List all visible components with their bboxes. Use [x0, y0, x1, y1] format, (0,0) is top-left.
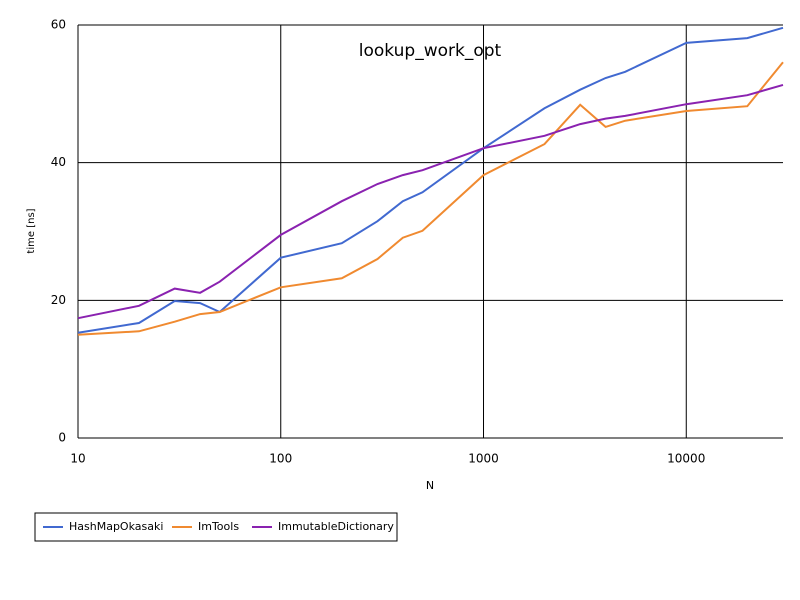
legend-label: ImmutableDictionary — [278, 520, 394, 533]
legend-box — [34, 512, 398, 542]
y-tick-label: 40 — [51, 155, 66, 169]
chart-title: lookup_work_opt — [359, 41, 502, 61]
x-tick-label: 1000 — [468, 452, 499, 466]
y-tick-label: 0 — [58, 431, 66, 445]
legend-label: HashMapOkasaki — [69, 520, 163, 533]
x-tick-label: 100 — [269, 452, 292, 466]
x-tick-label: 10000 — [667, 452, 705, 466]
series-line — [77, 61, 784, 336]
y-tick-label: 60 — [51, 18, 66, 32]
y-axis-label: time [ns] — [26, 208, 37, 253]
series-line — [77, 26, 784, 334]
x-axis-label: N — [426, 479, 434, 492]
y-tick-label: 20 — [51, 293, 66, 307]
series-line — [77, 83, 784, 320]
x-tick-label: 10 — [70, 452, 85, 466]
legend-label: ImTools — [198, 520, 239, 533]
